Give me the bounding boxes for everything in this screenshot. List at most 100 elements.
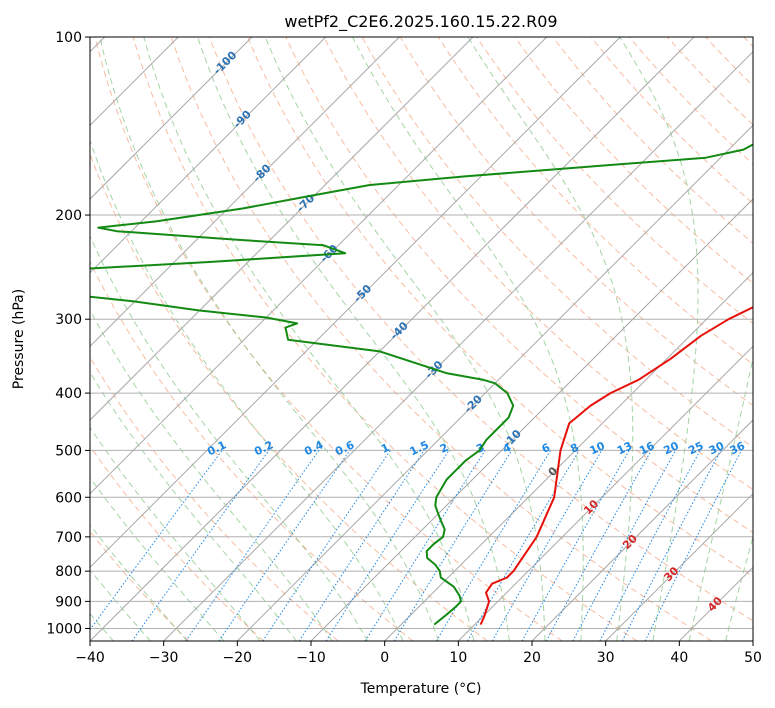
- x-axis-title: Temperature (°C): [360, 681, 482, 697]
- isotherm-line: [163, 50, 753, 641]
- dry-adiabat: [399, 37, 753, 407]
- mixing-ratio-line: [364, 450, 486, 641]
- mixing-ratio-label: 20: [662, 439, 682, 457]
- mixing-ratio-line: [644, 450, 742, 641]
- moist-adiabat: [90, 476, 225, 641]
- sounding-profiles: [90, 143, 753, 626]
- moist-adiabat: [99, 37, 439, 641]
- mixing-ratio-label: 25: [686, 439, 705, 457]
- x-tick-label: −40: [75, 650, 105, 666]
- x-tick-label: 10: [449, 650, 467, 666]
- x-tick-label: 30: [597, 650, 615, 666]
- plot-frame: [89, 36, 754, 642]
- x-tick-label: 50: [744, 650, 762, 666]
- y-axis: 100 200 300 400 500 600 700 800 900 1000: [46, 30, 90, 637]
- isotherm-line: [310, 198, 753, 641]
- temperature-profile-line: [479, 306, 753, 626]
- mixing-ratio-label: 13: [615, 439, 634, 457]
- y-tick-label: 400: [55, 386, 82, 402]
- dry-adiabat: [285, 37, 753, 534]
- isotherm-grid: [90, 37, 753, 641]
- isotherm-line: [605, 492, 753, 641]
- mixing-ratio-line: [325, 450, 450, 641]
- y-axis-title: Pressure (hPa): [11, 289, 27, 389]
- mixing-ratio-line: [90, 450, 223, 631]
- mixing-ratio-line: [521, 450, 630, 641]
- dry-adiabat: [90, 152, 488, 641]
- x-tick-label: 0: [380, 650, 389, 666]
- moist-adiabat: [90, 309, 333, 641]
- moist-adiabat: [143, 37, 475, 641]
- isotherm-line: [90, 37, 327, 274]
- mixing-ratio-lines: [90, 450, 742, 641]
- mixing-ratio-line: [218, 450, 351, 641]
- moist-adiabat: [264, 37, 546, 641]
- moist-adiabat: [90, 426, 261, 641]
- dry-adiabat: [132, 37, 638, 641]
- x-tick-label: −30: [149, 650, 179, 666]
- moist-adiabat: [688, 355, 753, 641]
- y-tick-label: 300: [55, 312, 82, 328]
- isotherm-line: [90, 37, 400, 348]
- x-tick-label: −10: [296, 650, 326, 666]
- y-tick-label: 900: [55, 594, 82, 610]
- isotherm-line: [90, 37, 695, 641]
- isotherm-line: [90, 37, 253, 200]
- moist-adiabat: [197, 37, 510, 641]
- mixing-ratio-line: [621, 450, 722, 641]
- isotherm-line: [384, 271, 753, 641]
- isotherm-line: [531, 419, 753, 641]
- chart-title: wetPf2_C2E6.2025.160.15.22.R09: [284, 12, 557, 32]
- dry-adiabat: [476, 37, 753, 325]
- isotherm-line: [236, 124, 753, 641]
- moist-adiabat: [352, 37, 584, 641]
- dry-adiabat: [552, 37, 753, 244]
- mixing-ratio-line: [393, 450, 513, 641]
- x-tick-label: 20: [523, 650, 541, 666]
- isotherm-line: [457, 345, 753, 641]
- dry-adiabat: [94, 37, 563, 641]
- dry-adiabat: [361, 37, 753, 448]
- mixing-ratio-label: 30: [707, 439, 727, 457]
- isotherm-line: [90, 37, 474, 421]
- mixing-ratio-line: [298, 450, 425, 641]
- y-tick-label: 1000: [46, 621, 82, 637]
- mixing-ratio-line: [131, 450, 270, 641]
- mixing-ratio-line: [185, 450, 320, 641]
- y-tick-label: 700: [55, 530, 82, 546]
- moist-adiabat: [90, 371, 297, 641]
- dry-adiabat: [90, 260, 414, 641]
- y-tick-label: 600: [55, 490, 82, 506]
- dry-adiabat: [247, 37, 753, 577]
- dry-adiabat: [590, 37, 753, 205]
- plot-area: -100-90-80-70-60-50-40-30-20-10010203040…: [90, 37, 753, 641]
- isobar-grid: [90, 37, 753, 629]
- moist-adiabat: [619, 37, 699, 641]
- x-tick-label: −20: [223, 650, 253, 666]
- mixing-ratio-line: [262, 450, 391, 641]
- y-tick-label: 100: [55, 30, 82, 46]
- moist-adiabat: [90, 138, 404, 641]
- x-tick-label: 40: [670, 650, 688, 666]
- y-tick-label: 500: [55, 443, 82, 459]
- dry-adiabats: [90, 37, 753, 641]
- isotherm-line: [90, 37, 621, 569]
- isotherm-line: [90, 37, 548, 495]
- moist-adiabats: [90, 37, 753, 641]
- mixing-ratio-label: 10: [588, 439, 608, 457]
- mixing-ratio-line: [599, 450, 701, 641]
- y-tick-label: 800: [55, 564, 82, 580]
- y-tick-label: 200: [55, 208, 82, 224]
- moist-adiabat: [90, 234, 369, 641]
- dry-adiabat: [628, 37, 753, 165]
- moist-adiabat: [725, 534, 753, 641]
- mixing-ratio-label: 36: [728, 439, 748, 457]
- moist-adiabat: [90, 569, 151, 641]
- x-axis: −40 −30 −20 −10 0 10 20 30 40 50: [75, 641, 762, 666]
- mixing-ratio-label: 16: [637, 439, 657, 457]
- dry-adiabat: [90, 445, 264, 641]
- moist-adiabat: [90, 523, 188, 641]
- moist-adiabat: [467, 37, 634, 641]
- mixing-ratio-line: [435, 450, 552, 641]
